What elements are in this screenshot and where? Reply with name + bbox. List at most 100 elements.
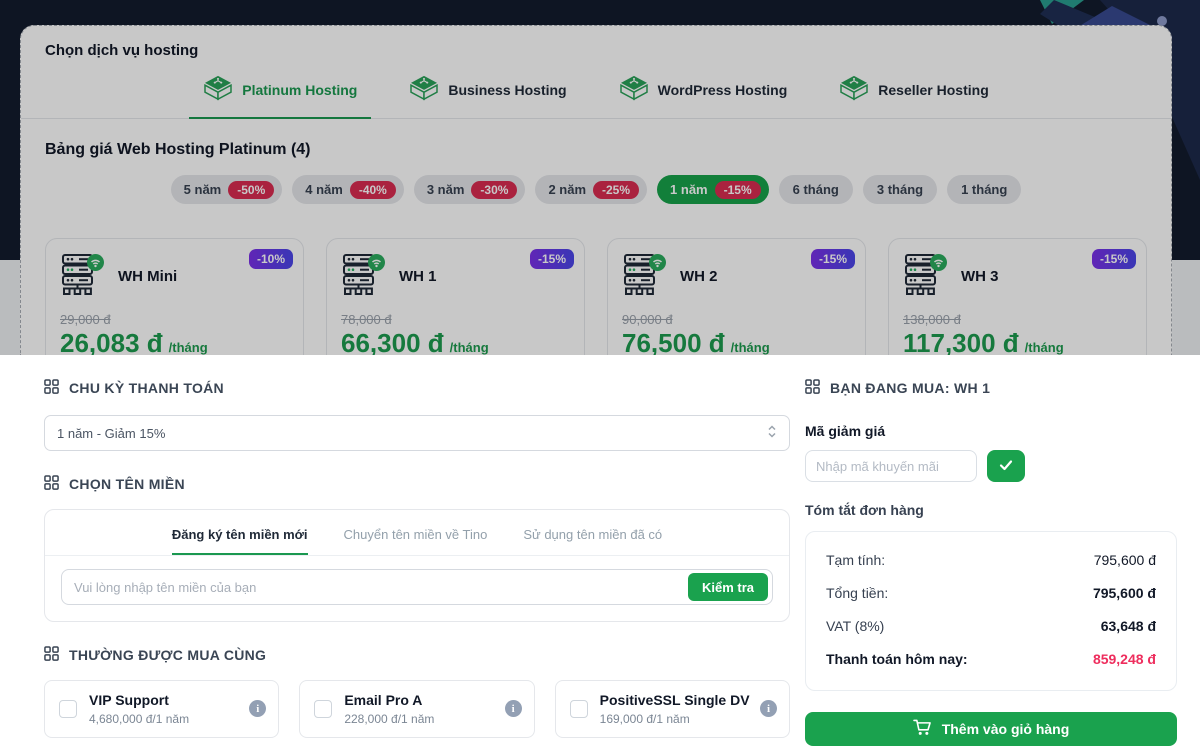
addon-price: 228,000 đ/1 năm <box>344 711 435 726</box>
grid-icon <box>805 379 820 397</box>
plan-card-wh-mini[interactable]: -10% <box>45 238 304 355</box>
domain-tabs: Đăng ký tên miền mới Chuyển tên miền về … <box>45 510 789 555</box>
server-icon <box>622 253 668 300</box>
summary-label: Tạm tính: <box>826 552 886 568</box>
period-pill-4-nam[interactable]: 4 năm -40% <box>292 175 404 204</box>
plan-name: WH Mini <box>118 268 178 285</box>
addon-checkbox[interactable] <box>569 700 588 718</box>
period-pill-1-thang[interactable]: 1 tháng <box>947 175 1022 204</box>
selected-cycle: 1 năm - Giảm 15% <box>57 425 166 441</box>
pricing-table-title: Bảng giá Web Hosting Platinum (4) <box>45 141 311 158</box>
period-label: 1 tháng <box>961 182 1008 197</box>
server-icon <box>60 253 106 300</box>
domain-card: Đăng ký tên miền mới Chuyển tên miền về … <box>44 509 790 622</box>
summary-label: Tổng tiền: <box>826 585 889 601</box>
tab-reseller-hosting[interactable]: Reseller Hosting <box>839 75 989 118</box>
period-label: 4 năm <box>305 182 343 197</box>
package-icon <box>839 75 869 104</box>
period-label: 3 tháng <box>876 182 924 197</box>
addon-checkbox[interactable] <box>59 700 77 718</box>
server-icon <box>903 253 949 300</box>
summary-row-vat: VAT (8%) 63,648 đ <box>826 618 1156 634</box>
domain-search-input[interactable] <box>61 569 773 605</box>
plan-card-wh-3[interactable]: -15% <box>888 238 1147 355</box>
order-sidebar: BẠN ĐANG MUA: WH 1 Mã giảm giá Tóm tắt đ… <box>805 379 1177 746</box>
plan-old-price: 29,000 đ <box>60 312 111 327</box>
plan-card-wh-2[interactable]: -15% <box>607 238 866 355</box>
tab-platinum-hosting[interactable]: Platinum Hosting <box>189 75 372 119</box>
period-pill-1-nam-selected[interactable]: 1 năm -15% <box>657 175 769 204</box>
order-summary-card: Tạm tính: 795,600 đ Tổng tiền: 795,600 đ… <box>805 531 1177 691</box>
addon-email-pro-a[interactable]: Email Pro A 228,000 đ/1 năm i <box>299 680 535 738</box>
tab-business-hosting[interactable]: Business Hosting <box>409 75 567 118</box>
tab-use-existing-domain[interactable]: Sử dụng tên miền đã có <box>523 527 663 542</box>
summary-row-subtotal: Tạm tính: 795,600 đ <box>826 552 1156 568</box>
discount-badge: -50% <box>228 180 275 199</box>
plan-name: WH 3 <box>961 268 999 285</box>
addon-checkbox[interactable] <box>314 700 333 718</box>
domain-tabs-divider <box>45 555 789 556</box>
buying-heading: BẠN ĐANG MUA: WH 1 <box>805 379 1177 397</box>
period-label: 3 năm <box>426 182 465 197</box>
hosting-tabs: Platinum Hosting Business Hosting <box>45 75 1147 119</box>
add-to-cart-label: Thêm vào giỏ hàng <box>941 721 1070 737</box>
billing-period-pills: 5 năm -50% 4 năm -40% 3 năm -30% 2 năm -… <box>45 175 1147 204</box>
summary-row-total: Tổng tiền: 795,600 đ <box>826 585 1156 601</box>
plan-price: 76,500 đ <box>622 328 725 355</box>
coupon-apply-button[interactable] <box>987 450 1025 482</box>
addon-name: PositiveSSL Single DV <box>599 692 750 709</box>
period-label: 5 năm <box>183 182 222 197</box>
grid-icon <box>44 646 59 664</box>
info-icon[interactable]: i <box>759 700 777 717</box>
summary-label: VAT (8%) <box>826 618 885 634</box>
addon-name: VIP Support <box>89 692 169 709</box>
checkout-panel: CHU KỲ THANH TOÁN 1 năm - Giảm 15% <box>0 355 1200 746</box>
addons-heading: THƯỜNG ĐƯỢC MUA CÙNG <box>44 646 790 664</box>
plan-discount-badge: -15% <box>1091 249 1136 269</box>
period-pill-2-nam[interactable]: 2 năm -25% <box>535 175 648 204</box>
info-icon[interactable]: i <box>249 700 267 717</box>
package-icon <box>619 75 649 104</box>
chevron-updown-icon <box>767 424 777 442</box>
summary-value: 795,600 đ <box>1092 585 1156 601</box>
plan-card-wh-1[interactable]: -15% <box>326 238 585 355</box>
period-pill-5-nam[interactable]: 5 năm -50% <box>170 175 283 204</box>
plan-old-price: 138,000 đ <box>903 312 961 327</box>
plan-price: 117,300 đ <box>903 328 1019 355</box>
period-pill-6-thang[interactable]: 6 tháng <box>778 175 853 204</box>
domain-check-button[interactable]: Kiểm tra <box>687 573 768 601</box>
section-title: BẠN ĐANG MUA: WH 1 <box>830 380 991 396</box>
tab-label: Platinum Hosting <box>242 81 358 98</box>
plan-name: WH 1 <box>399 268 437 285</box>
addon-positivessl-single-dv[interactable]: PositiveSSL Single DV 169,000 đ/1 năm i <box>554 680 790 738</box>
summary-label: Thanh toán hôm nay: <box>826 651 968 667</box>
discount-badge: -30% <box>471 180 518 199</box>
period-pill-3-thang[interactable]: 3 tháng <box>862 175 938 204</box>
billing-cycle-heading: CHU KỲ THANH TOÁN <box>44 379 790 397</box>
checkout-left-column: CHU KỲ THANH TOÁN 1 năm - Giảm 15% <box>44 379 790 738</box>
tabs-divider <box>21 118 1171 119</box>
summary-value: 795,600 đ <box>1093 552 1156 568</box>
period-label: 6 tháng <box>792 182 839 197</box>
discount-badge: -25% <box>593 180 640 199</box>
coupon-input[interactable] <box>805 450 977 482</box>
add-to-cart-button[interactable]: Thêm vào giỏ hàng <box>805 712 1177 746</box>
grid-icon <box>44 379 59 397</box>
plan-discount-badge: -15% <box>529 249 574 269</box>
summary-value: 859,248 đ <box>1092 651 1156 667</box>
section-title: THƯỜNG ĐƯỢC MUA CÙNG <box>69 647 267 663</box>
tab-transfer-domain[interactable]: Chuyển tên miền về Tino <box>343 527 488 542</box>
info-icon[interactable]: i <box>504 700 522 717</box>
period-label: 2 năm <box>548 182 587 197</box>
addon-price: 4,680,000 đ/1 năm <box>89 711 190 726</box>
addon-vip-support[interactable]: VIP Support 4,680,000 đ/1 năm i <box>44 680 280 738</box>
grid-icon <box>44 475 59 493</box>
plan-price: 66,300 đ <box>341 328 444 355</box>
period-pill-3-nam[interactable]: 3 năm -30% <box>413 175 526 204</box>
plan-price-period: /tháng <box>730 340 770 355</box>
billing-cycle-select[interactable]: 1 năm - Giảm 15% <box>44 415 790 451</box>
tab-wordpress-hosting[interactable]: WordPress Hosting <box>619 75 787 118</box>
package-icon <box>409 75 439 104</box>
tab-register-new-domain[interactable]: Đăng ký tên miền mới <box>171 527 308 555</box>
package-icon <box>203 75 233 104</box>
